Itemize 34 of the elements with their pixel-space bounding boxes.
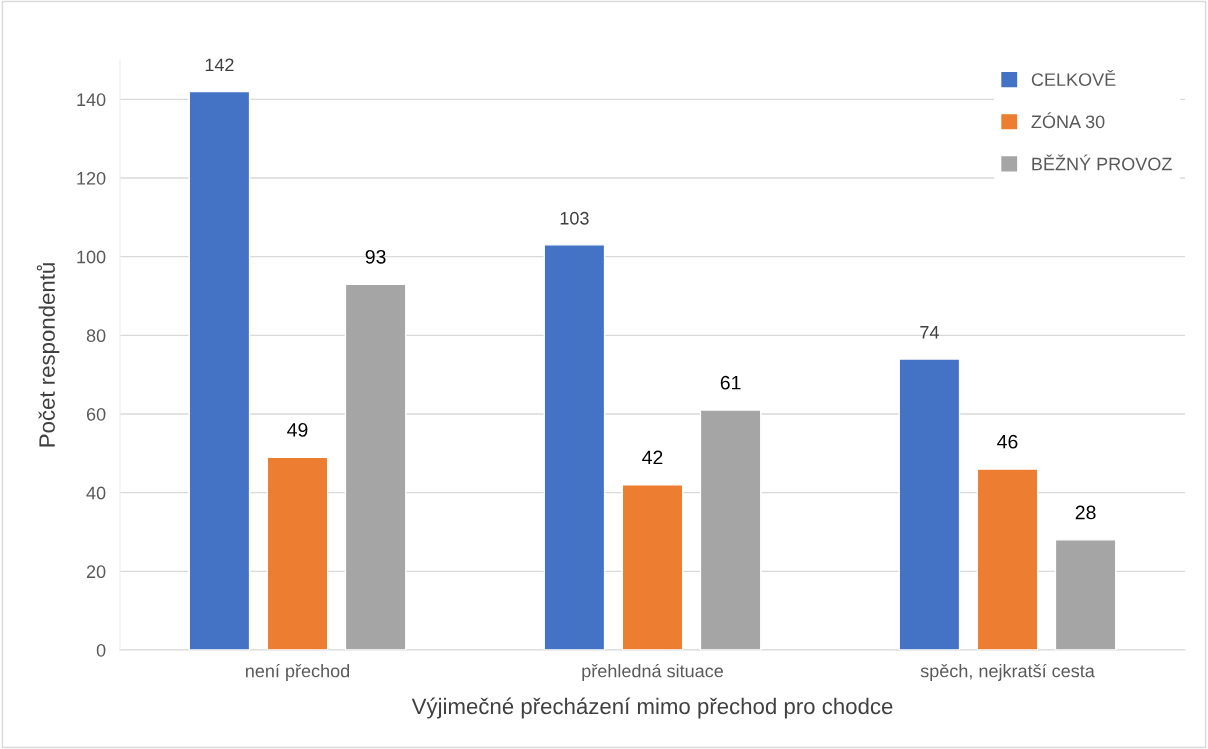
bar xyxy=(266,456,329,650)
bar xyxy=(621,484,684,650)
legend-label: BĚŽNÝ PROVOZ xyxy=(1032,154,1172,171)
bar xyxy=(344,283,407,650)
data-label: 93 xyxy=(365,249,386,264)
y-tick-label: 100 xyxy=(77,250,106,264)
data-label: 103 xyxy=(560,211,589,225)
bar xyxy=(898,358,961,650)
legend-label: CELKOVĚ xyxy=(1031,70,1116,86)
data-label: 61 xyxy=(720,375,741,390)
y-tick-label: 140 xyxy=(77,93,106,107)
y-tick-label: 60 xyxy=(86,407,106,421)
bar xyxy=(976,468,1039,650)
data-label: 46 xyxy=(997,434,1018,449)
data-label: 49 xyxy=(287,422,308,437)
x-tick-label: přehledná situace xyxy=(582,663,723,681)
data-label: 42 xyxy=(642,450,663,465)
data-label: 28 xyxy=(1075,505,1096,520)
data-label: 74 xyxy=(920,326,939,339)
y-tick-label: 20 xyxy=(86,565,106,579)
x-axis-title: Výjimečné přecházení mimo přechod pro chodce xyxy=(411,697,893,719)
y-tick-label: 40 xyxy=(86,486,106,500)
y-tick-label: 80 xyxy=(86,329,106,343)
legend-label: ZÓNA 30 xyxy=(1031,112,1105,129)
bar xyxy=(699,409,762,650)
data-label: 142 xyxy=(205,58,234,72)
x-tick-label: spěch, nejkratší cesta xyxy=(920,663,1095,681)
bar xyxy=(1054,539,1117,650)
x-tick-label: není přechod xyxy=(246,663,350,681)
bar xyxy=(188,90,251,650)
y-axis-title: Počet respondentů xyxy=(36,263,60,447)
y-tick-label: 0 xyxy=(96,643,106,657)
bar xyxy=(543,244,606,650)
y-tick-label: 120 xyxy=(77,171,106,185)
